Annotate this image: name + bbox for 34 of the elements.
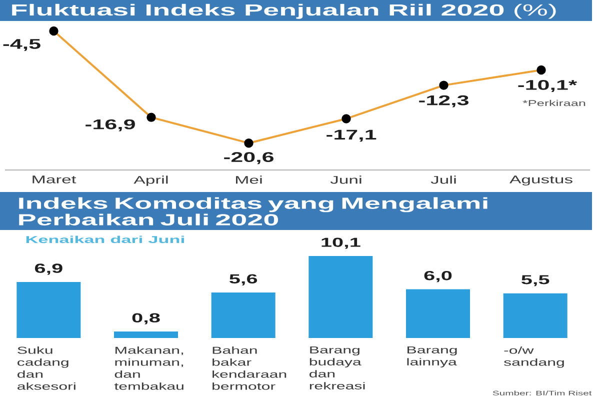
x-tick-label: Bahan bakar kendaraan bermotor: [212, 346, 286, 390]
bar: [114, 332, 178, 338]
data-label: -17,1: [326, 130, 376, 142]
bar: [503, 293, 568, 338]
bar: [211, 292, 276, 338]
data-label: 5,6: [230, 274, 258, 286]
x-tick-label: Juli: [430, 176, 456, 184]
bar: [406, 289, 470, 338]
x-tick-label: Agustus: [509, 176, 572, 186]
chart-subtitle: Kenaikan dari Juni: [26, 236, 184, 244]
x-tick-label: April: [134, 176, 168, 186]
data-label: -4,5: [3, 39, 40, 51]
data-label: 5,5: [522, 275, 550, 286]
x-tick-label: Makanan, minuman, dan tembakau: [114, 346, 184, 390]
bar: [308, 256, 373, 338]
data-label: 6,0: [424, 270, 452, 282]
x-tick-label: Barang lainnya: [407, 346, 457, 368]
x-tick-label: Suku cadang dan aksesori: [18, 346, 76, 390]
x-tick-label: Juni: [330, 176, 362, 184]
chart-title: Indeks Komoditas yang Mengalami Perbaikan Juli 2020: [19, 197, 488, 226]
data-label: -20,6: [224, 152, 274, 164]
data-label: -10,1*: [518, 80, 578, 92]
annotation: *Perkiraan: [522, 100, 586, 106]
data-label: -16,9: [86, 119, 135, 132]
x-tick-label: Mei: [236, 176, 262, 184]
x-tick-label: Maret: [32, 176, 76, 184]
data-label: 10,1: [322, 238, 360, 249]
chart-title: Fluktuasi Indeks Penjualan Riil 2020 (%): [12, 4, 556, 19]
x-tick-label: -o/w sandang: [504, 346, 564, 368]
data-label: 6,9: [34, 264, 62, 275]
bar: [16, 282, 81, 338]
x-tick-label: Barang budaya dan rekreasi: [310, 346, 365, 390]
data-label: -12,3: [419, 95, 468, 108]
data-label: 0,8: [132, 313, 160, 324]
